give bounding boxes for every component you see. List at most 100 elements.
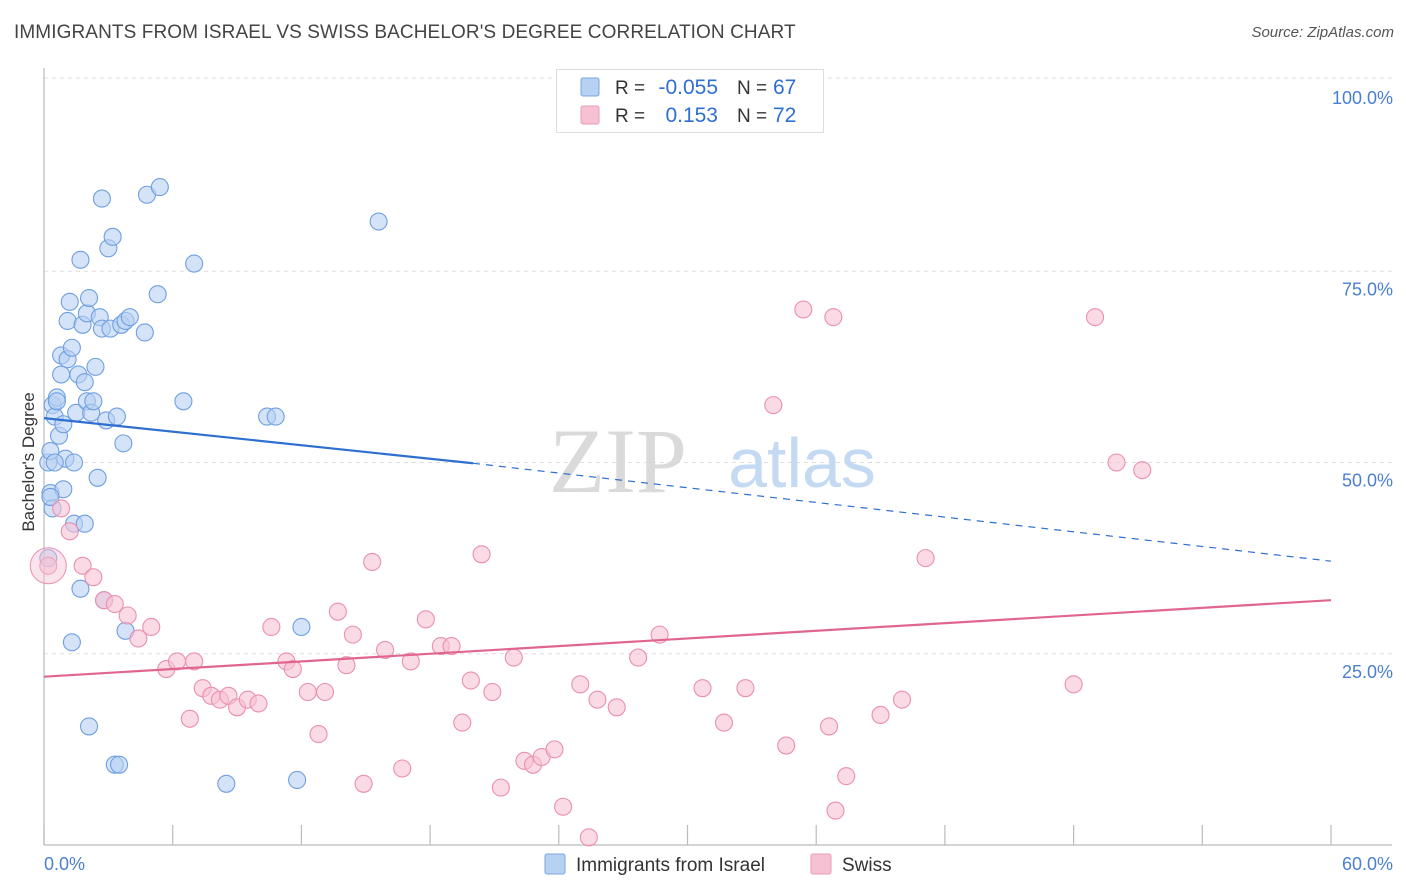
swiss-point: [545, 740, 564, 759]
israel-point: [103, 227, 122, 246]
swiss-point: [504, 648, 523, 667]
swiss-point: [1133, 461, 1152, 480]
israel-point: [114, 434, 133, 453]
swiss-point: [315, 682, 335, 702]
israel-point: [369, 212, 388, 231]
swiss-point: [129, 629, 148, 648]
swiss-point: [871, 705, 890, 725]
swiss-point: [472, 545, 491, 564]
swiss-point: [837, 767, 856, 786]
swiss-point: [483, 682, 502, 702]
swiss-point: [105, 594, 124, 614]
swiss-point: [607, 698, 626, 717]
israel-point: [185, 254, 204, 273]
chart-title: IMMIGRANTS FROM ISRAEL VS SWISS BACHELOR…: [14, 22, 796, 43]
grid-lines: [44, 77, 1392, 655]
swiss-point: [824, 308, 843, 327]
swiss-point: [579, 828, 598, 847]
swiss-point: [491, 778, 510, 797]
swiss-point: [73, 556, 92, 575]
pink-legend-swatch: [580, 105, 600, 125]
israel-point: [41, 487, 60, 506]
israel-point: [45, 453, 64, 472]
pink-r-label: R =: [615, 106, 645, 127]
israel-point: [64, 453, 84, 472]
swiss-point: [298, 682, 317, 702]
swiss-point: [820, 717, 839, 736]
swiss-point: [185, 652, 204, 671]
x-tick-label: 0.0%: [44, 854, 85, 874]
israel-point: [120, 308, 139, 327]
swiss-point: [337, 656, 356, 675]
swiss-point: [142, 617, 161, 637]
swiss-point: [714, 713, 734, 732]
israel-point: [52, 365, 71, 384]
swiss-point: [118, 606, 137, 625]
israel-point: [79, 288, 99, 308]
blue-r-label: R =: [615, 78, 645, 99]
swiss-point: [1086, 308, 1105, 327]
israel-point: [79, 717, 99, 736]
y-tick-label: 50.0%: [1342, 471, 1393, 491]
legend-swiss-label: Swiss: [842, 855, 892, 876]
swiss-point: [60, 522, 79, 541]
israel-point: [58, 311, 77, 331]
israel-point: [86, 357, 105, 376]
swiss-point: [416, 610, 435, 629]
y-tick-label: 75.0%: [1342, 279, 1393, 299]
blue-n-label: N =: [737, 78, 767, 99]
swiss-point: [453, 713, 472, 732]
blue-legend-swatch: [580, 77, 600, 97]
israel-point: [62, 338, 81, 357]
israel-point: [71, 579, 90, 598]
israel-point: [135, 323, 154, 342]
israel-point: [62, 633, 81, 652]
tick-labels: 100.0% 75.0% 50.0% 25.0% 0.0% 60.0%: [44, 88, 1393, 874]
swiss-point: [1064, 675, 1083, 694]
data-points: [29, 178, 1152, 847]
watermark-zip: ZIP: [549, 410, 687, 512]
swiss-point: [363, 552, 382, 572]
israel-point: [266, 407, 285, 426]
y-axis-label: Bachelor's Degree: [19, 392, 38, 531]
israel-point: [107, 407, 126, 426]
israel-trend-line: [43, 417, 474, 465]
pink-n-label: N =: [737, 106, 767, 127]
watermark-atlas: atlas: [728, 424, 876, 502]
legend-israel-label: Immigrants from Israel: [576, 855, 765, 876]
swiss-point: [588, 690, 607, 709]
israel-point: [84, 392, 103, 411]
swiss-point: [343, 625, 362, 644]
swiss-point: [916, 549, 935, 568]
israel-point: [88, 468, 107, 487]
blue-n-value: 67: [773, 76, 796, 99]
swiss-point: [180, 709, 199, 728]
swiss-point: [401, 652, 420, 671]
israel-point: [75, 373, 94, 392]
israel-point: [75, 514, 94, 533]
israel-point: [292, 617, 311, 637]
israel-point: [148, 285, 167, 304]
swiss-point: [309, 725, 328, 744]
swiss-point: [777, 736, 796, 755]
stats-legend: R = -0.055 N = 67 R = 0.153 N = 72: [556, 69, 824, 133]
blue-r-value: -0.055: [658, 76, 718, 99]
swiss-point: [442, 637, 461, 656]
swiss-point: [376, 640, 395, 659]
swiss-point: [393, 759, 412, 778]
swiss-point: [52, 499, 71, 518]
x-tick-label: 60.0%: [1342, 854, 1393, 874]
swiss-point: [39, 556, 58, 575]
swiss-point: [1107, 453, 1126, 472]
watermark: ZIP atlas: [549, 410, 876, 512]
legend-swiss-swatch: [810, 853, 832, 875]
swiss-trend-line: [43, 599, 1332, 678]
y-tick-label: 100.0%: [1332, 88, 1393, 108]
israel-point: [174, 392, 193, 411]
pink-r-value: 0.153: [665, 104, 718, 127]
israel-point: [217, 774, 236, 793]
source-label: Source: ZipAtlas.com: [1251, 24, 1394, 41]
legend-israel-swatch: [544, 853, 566, 875]
swiss-point: [328, 602, 347, 621]
